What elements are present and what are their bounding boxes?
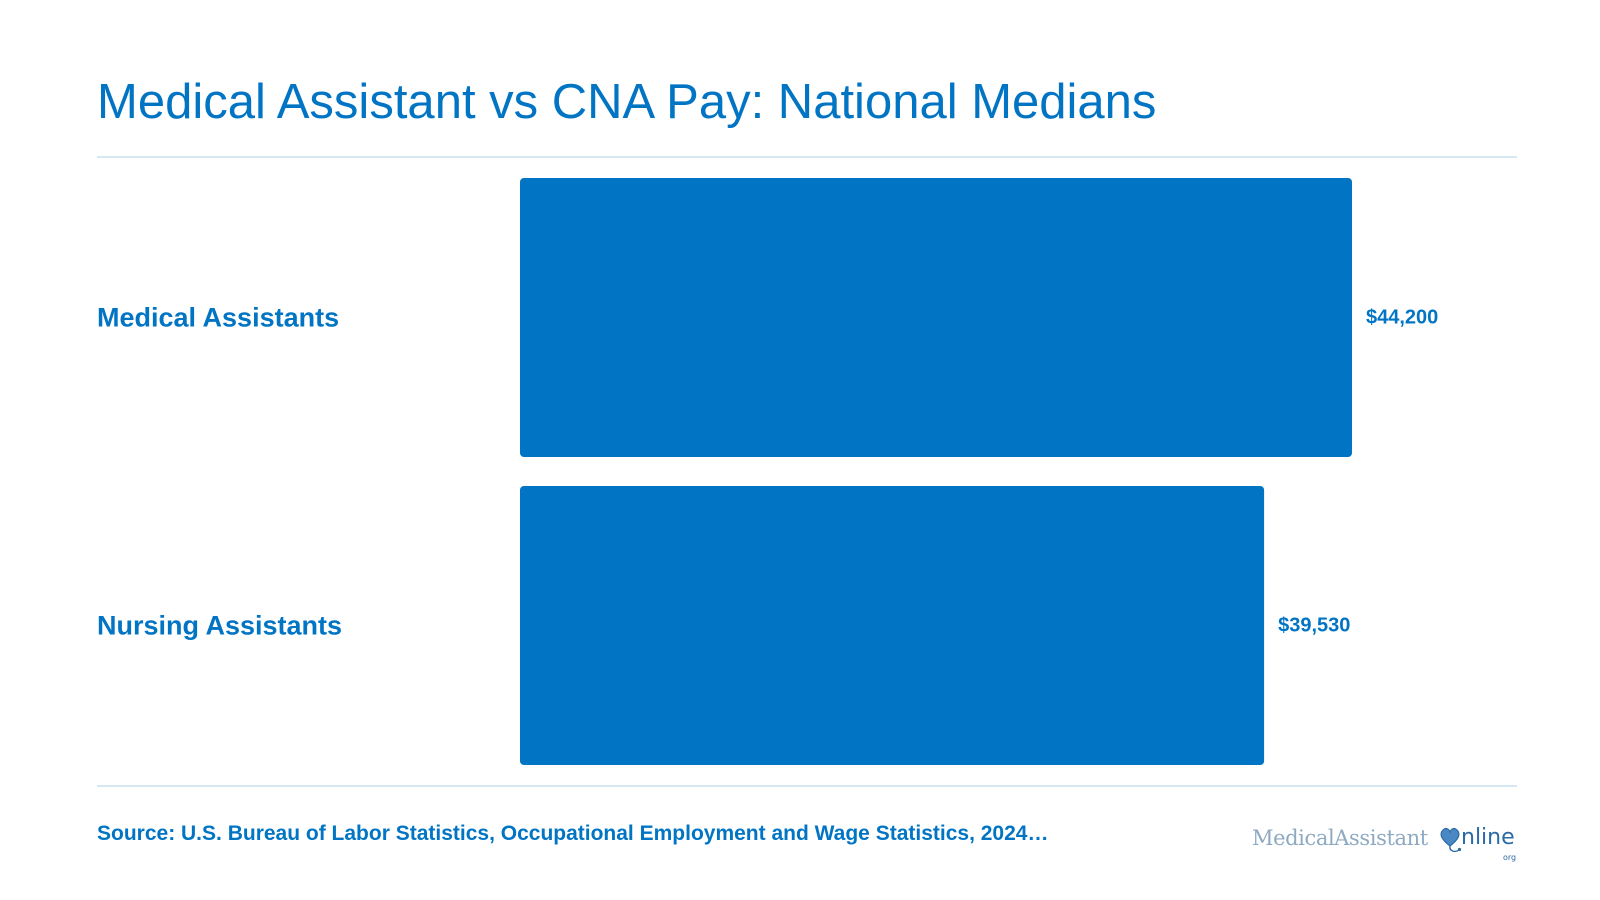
bar-medical-assistants [520,178,1352,457]
value-label-medical-assistants: $44,200 [1366,307,1438,329]
chart-title: Medical Assistant vs CNA Pay: National M… [97,75,1157,129]
brand-name-part1: MedicalAssistant [1252,826,1428,850]
heart-stethoscope-icon [1440,827,1462,853]
brand-tld: org [1503,853,1517,862]
top-divider [97,156,1517,158]
source-note: Source: U.S. Bureau of Labor Statistics,… [97,822,1049,845]
category-label-nursing-assistants: Nursing Assistants [97,611,342,641]
brand-logo: MedicalAssistant nline org [1252,825,1517,866]
bottom-divider [97,785,1517,787]
bar-nursing-assistants [520,486,1265,765]
brand-name-part2: nline [1461,825,1515,850]
value-label-nursing-assistants: $39,530 [1278,615,1350,637]
category-label-medical-assistants: Medical Assistants [97,303,339,333]
